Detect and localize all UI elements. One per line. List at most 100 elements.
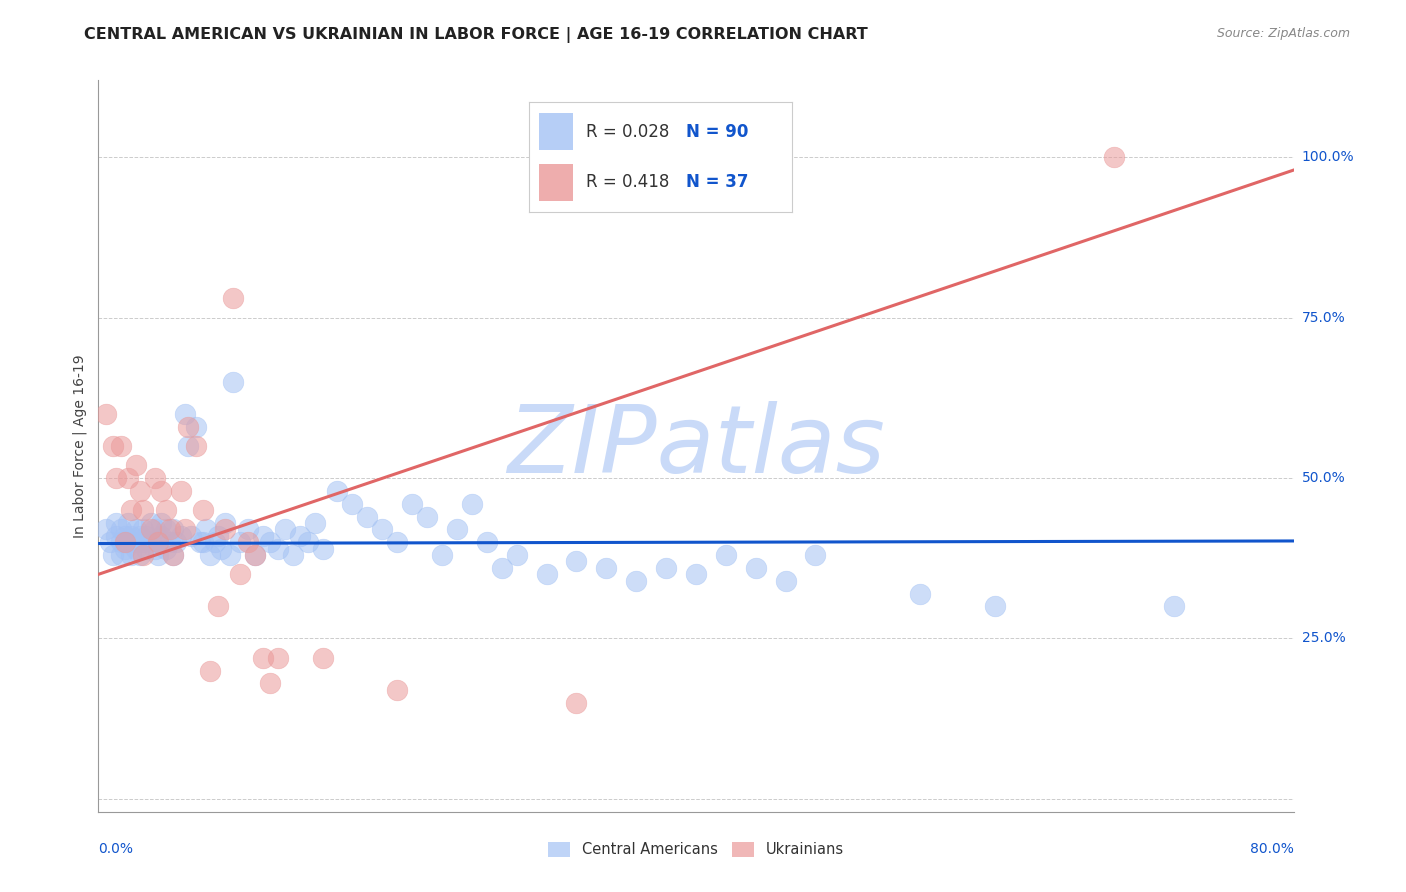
Point	[117, 471, 139, 485]
Point	[148, 535, 170, 549]
Point	[114, 541, 136, 556]
Point	[259, 676, 281, 690]
Text: 0.0%: 0.0%	[98, 842, 134, 856]
Point	[311, 541, 333, 556]
Point	[252, 529, 274, 543]
Point	[195, 523, 218, 537]
Point	[132, 548, 155, 562]
Point	[135, 541, 157, 556]
Point	[105, 529, 128, 543]
Point	[94, 523, 117, 537]
Point	[114, 529, 136, 543]
Point	[159, 523, 181, 537]
Point	[461, 497, 484, 511]
Point	[110, 439, 132, 453]
Point	[222, 375, 245, 389]
Point	[267, 650, 290, 665]
Point	[565, 554, 588, 568]
Point	[446, 523, 468, 537]
Point	[207, 599, 229, 614]
Point	[180, 529, 202, 543]
Point	[252, 650, 274, 665]
Point	[371, 523, 394, 537]
Point	[129, 529, 152, 543]
Point	[135, 529, 157, 543]
Point	[385, 535, 409, 549]
Point	[288, 529, 311, 543]
Point	[267, 541, 290, 556]
Text: 80.0%: 80.0%	[1250, 842, 1294, 856]
Point	[148, 548, 170, 562]
Point	[214, 523, 236, 537]
Point	[304, 516, 326, 530]
Point	[595, 561, 617, 575]
Point	[342, 497, 364, 511]
Point	[143, 523, 166, 537]
Point	[430, 548, 453, 562]
Point	[120, 529, 142, 543]
Point	[191, 503, 214, 517]
Point	[165, 535, 187, 549]
Point	[117, 516, 139, 530]
Point	[184, 439, 207, 453]
Point	[139, 516, 162, 530]
Point	[155, 541, 177, 556]
Point	[177, 439, 200, 453]
Point	[129, 483, 152, 498]
Point	[103, 548, 125, 562]
Point	[385, 682, 409, 697]
Point	[401, 497, 423, 511]
Point	[150, 529, 173, 543]
Point	[200, 664, 222, 678]
Point	[236, 535, 259, 549]
Point	[775, 574, 797, 588]
Point	[184, 419, 207, 434]
Point	[139, 535, 162, 549]
Point	[745, 561, 768, 575]
Point	[110, 535, 132, 549]
Text: ZIPatlas: ZIPatlas	[508, 401, 884, 491]
Point	[219, 548, 242, 562]
Point	[236, 523, 259, 537]
Point	[200, 548, 222, 562]
Point	[174, 523, 197, 537]
Point	[155, 523, 177, 537]
Point	[105, 516, 128, 530]
Point	[162, 523, 184, 537]
Text: 75.0%: 75.0%	[1302, 310, 1346, 325]
Point	[207, 529, 229, 543]
Point	[245, 548, 267, 562]
Point	[129, 548, 152, 562]
Point	[222, 292, 245, 306]
Point	[162, 548, 184, 562]
Point	[125, 535, 148, 549]
Point	[714, 548, 737, 562]
Point	[984, 599, 1007, 614]
Text: Source: ZipAtlas.com: Source: ZipAtlas.com	[1216, 27, 1350, 40]
Point	[214, 516, 236, 530]
Point	[311, 650, 333, 665]
Point	[150, 516, 173, 530]
Point	[416, 509, 439, 524]
Point	[117, 535, 139, 549]
Point	[506, 548, 529, 562]
Point	[150, 483, 173, 498]
Point	[159, 535, 181, 549]
Point	[155, 503, 177, 517]
Point	[132, 523, 155, 537]
Point	[209, 541, 232, 556]
Point	[169, 483, 191, 498]
Point	[655, 561, 678, 575]
Point	[685, 567, 707, 582]
Point	[274, 523, 297, 537]
Point	[120, 548, 142, 562]
Point	[114, 535, 136, 549]
Point	[565, 696, 588, 710]
Point	[139, 523, 162, 537]
Point	[132, 535, 155, 549]
Point	[177, 419, 200, 434]
Point	[229, 535, 252, 549]
Point	[143, 541, 166, 556]
Point	[229, 567, 252, 582]
Y-axis label: In Labor Force | Age 16-19: In Labor Force | Age 16-19	[73, 354, 87, 538]
